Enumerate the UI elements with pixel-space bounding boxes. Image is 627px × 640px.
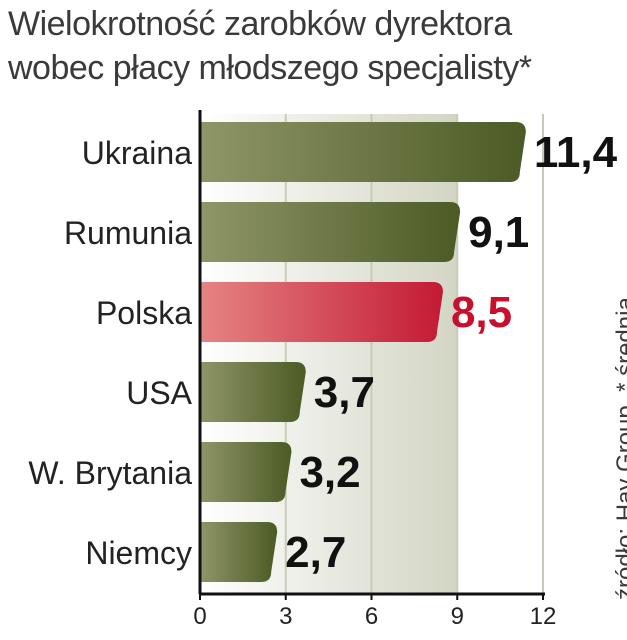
value-labels: 11,49,1 8,5 3,7 3,2 2,7 [285, 128, 617, 577]
x-tick-label: 3 [279, 603, 292, 630]
source-note: źródło: Hay Group, * średnia [612, 297, 627, 600]
grid-lines [284, 114, 544, 594]
value-label: 11,4 [534, 128, 618, 177]
bar-ukraina [200, 122, 526, 182]
category-label: Ukraina [82, 135, 192, 171]
value-label: 8,5 [451, 288, 512, 337]
bar-polska [200, 282, 443, 342]
category-label: W. Brytania [28, 455, 192, 491]
title-line-1: Wielokrotność zarobków dyrektora [8, 5, 512, 43]
bar-rumunia [200, 202, 461, 262]
value-label: 3,7 [314, 368, 375, 417]
bars [200, 122, 526, 582]
category-label: Niemcy [85, 535, 192, 571]
chart-title: Wielokrotność zarobków dyrektora wobec p… [8, 2, 608, 90]
x-tick-label: 6 [365, 603, 378, 630]
category-label: Rumunia [64, 215, 192, 251]
plot-background [200, 114, 458, 594]
category-label: Polska [96, 295, 192, 331]
x-tick-label: 9 [451, 603, 464, 630]
bar-w-brytania [200, 442, 292, 502]
value-label: 3,2 [299, 448, 360, 497]
x-tick-labels: 0 3 6 9 12 [193, 594, 556, 630]
bar-niemcy [200, 522, 278, 582]
value-label: 2,7 [285, 528, 346, 577]
x-tick-label: 12 [530, 603, 557, 630]
category-labels: Ukraina Rumunia Polska USA W. Brytania Niemcy [28, 135, 192, 571]
bar-usa [200, 362, 306, 422]
category-label: USA [126, 375, 192, 411]
value-label: 9,1 [468, 208, 529, 257]
title-line-2: wobec płacy młodszego specjalisty* [8, 49, 532, 87]
x-tick-label: 0 [193, 603, 206, 630]
